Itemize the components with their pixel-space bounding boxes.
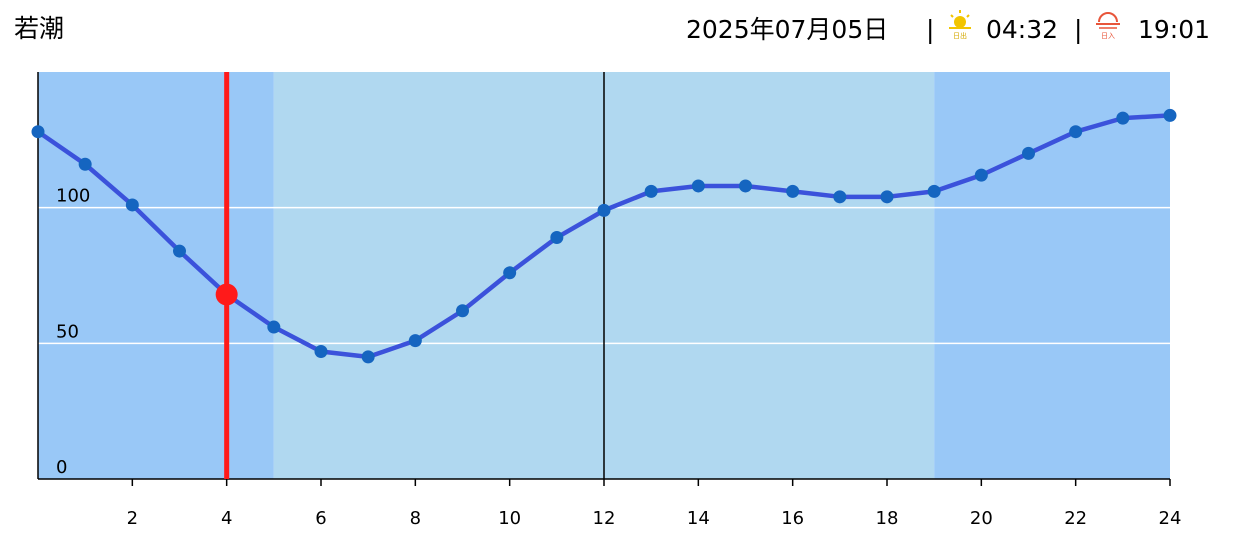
- tide-point: [78, 157, 92, 171]
- x-tick-label: 10: [498, 508, 521, 529]
- tide-point: [786, 184, 800, 198]
- night-band: [38, 72, 274, 479]
- x-tick-label: 2: [127, 508, 138, 529]
- tide-point: [597, 203, 611, 217]
- tide-point: [314, 344, 328, 358]
- tide-point: [361, 350, 375, 364]
- separator: |: [926, 15, 934, 44]
- tide-point: [691, 179, 705, 193]
- tide-point: [173, 244, 186, 258]
- x-tick-label: 8: [410, 508, 421, 529]
- tide-point: [1163, 108, 1177, 122]
- sunset-time: 19:01: [1138, 15, 1210, 44]
- tide-point: [644, 184, 658, 198]
- tide-point: [927, 184, 941, 198]
- location-title: 若潮: [14, 14, 64, 43]
- tide-point: [456, 304, 469, 318]
- y-tick-label: 100: [56, 186, 90, 207]
- tide-point: [833, 190, 847, 204]
- x-tick-label: 4: [221, 508, 232, 529]
- tide-point: [1069, 125, 1083, 139]
- current-point: [215, 283, 238, 306]
- sunrise-time: 04:32: [986, 15, 1058, 44]
- tide-point: [1022, 146, 1035, 160]
- separator: |: [1074, 15, 1082, 44]
- x-tick-label: 20: [970, 508, 993, 529]
- tide-point: [739, 179, 752, 193]
- tide-point: [125, 198, 139, 212]
- tide-point: [503, 266, 517, 280]
- sunset-icon-label: 日入: [1101, 32, 1115, 40]
- sunset-icon: 日入: [1096, 12, 1120, 40]
- night-band: [934, 72, 1170, 479]
- date: 2025年07月05日: [686, 15, 888, 44]
- tide-point: [267, 320, 281, 334]
- tide-point: [408, 334, 422, 348]
- tide-point: [880, 190, 894, 204]
- x-tick-label: 24: [1159, 508, 1182, 529]
- tide-point: [31, 125, 45, 139]
- sunrise-icon-label: 日出: [953, 31, 967, 40]
- tide-point: [974, 168, 988, 182]
- y-tick-label: 50: [56, 321, 79, 342]
- x-tick-label: 14: [687, 508, 710, 529]
- x-tick-label: 16: [781, 508, 804, 529]
- sunrise-icon: 日出: [949, 10, 971, 40]
- tide-point: [550, 231, 564, 245]
- x-tick-label: 12: [593, 508, 616, 529]
- x-tick-label: 22: [1064, 508, 1087, 529]
- x-tick-label: 18: [876, 508, 899, 529]
- y-tick-label: 0: [56, 457, 67, 478]
- x-tick-label: 6: [315, 508, 326, 529]
- tide-point: [1116, 111, 1130, 125]
